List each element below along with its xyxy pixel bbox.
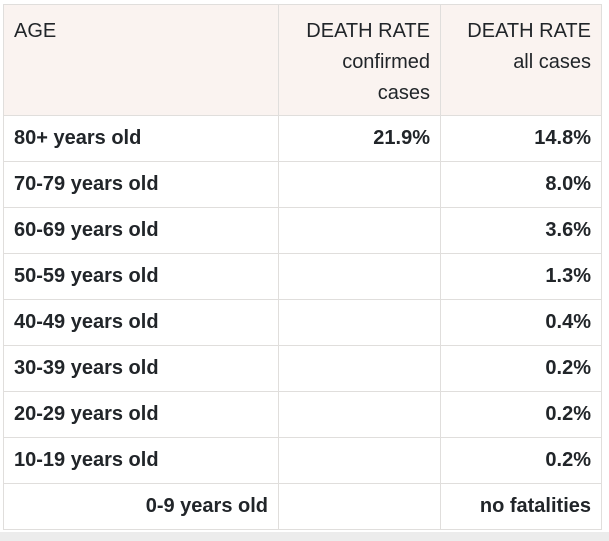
- table-row-30-39: 30-39 years old 0.2%: [3, 345, 602, 392]
- death-rate-all-cell: 0.2%: [440, 437, 602, 484]
- column-header-age: AGE: [3, 4, 279, 116]
- table-body: 80+ years old 21.9% 14.8% 70-79 years ol…: [3, 115, 602, 530]
- table-header: AGE DEATH RATE confirmed cases DEATH RAT…: [3, 4, 602, 116]
- death-rate-all-cell: 14.8%: [440, 115, 602, 162]
- death-rate-all-cell: 0.2%: [440, 345, 602, 392]
- death-rate-all-cell: 8.0%: [440, 161, 602, 208]
- column-header-subtitle-line2: cases: [377, 82, 430, 104]
- column-header-title: DEATH RATE: [306, 20, 430, 42]
- age-cell: 40-49 years old: [3, 299, 279, 346]
- age-cell: 10-19 years old: [3, 437, 279, 484]
- age-cell: 60-69 years old: [3, 207, 279, 254]
- table-row-20-29: 20-29 years old 0.2%: [3, 391, 602, 438]
- table-row-0-9: 0-9 years old no fatalities: [3, 483, 602, 530]
- age-cell: 80+ years old: [3, 115, 279, 162]
- age-cell: 70-79 years old: [3, 161, 279, 208]
- death-rate-all-cell: no fatalities: [440, 483, 602, 530]
- death-rate-confirmed-cell: [278, 299, 441, 346]
- column-header-death-rate-confirmed: DEATH RATE confirmed cases: [278, 4, 441, 116]
- death-rate-confirmed-cell: [278, 391, 441, 438]
- death-rate-confirmed-cell: [278, 345, 441, 392]
- age-cell: 20-29 years old: [3, 391, 279, 438]
- death-rate-confirmed-cell: [278, 161, 441, 208]
- death-rate-confirmed-cell: [278, 207, 441, 254]
- table-row-70-79: 70-79 years old 8.0%: [3, 161, 602, 208]
- column-header-title: DEATH RATE: [467, 20, 591, 42]
- death-rate-confirmed-cell: [278, 253, 441, 300]
- death-rate-all-cell: 0.2%: [440, 391, 602, 438]
- column-header-age-label: AGE: [14, 20, 57, 42]
- death-rate-table-container: AGE DEATH RATE confirmed cases DEATH RAT…: [3, 4, 602, 530]
- death-rate-all-cell: 1.3%: [440, 253, 602, 300]
- age-cell: 30-39 years old: [3, 345, 279, 392]
- death-rate-confirmed-cell: [278, 483, 441, 530]
- death-rate-confirmed-cell: 21.9%: [278, 115, 441, 162]
- table-header-row: AGE DEATH RATE confirmed cases DEATH RAT…: [3, 4, 602, 116]
- page-background-strip: [0, 532, 609, 541]
- column-header-subtitle-line1: confirmed: [342, 51, 430, 73]
- age-cell: 50-59 years old: [3, 253, 279, 300]
- table-row-80plus: 80+ years old 21.9% 14.8%: [3, 115, 602, 162]
- table-row-10-19: 10-19 years old 0.2%: [3, 437, 602, 484]
- death-rate-confirmed-cell: [278, 437, 441, 484]
- column-header-death-rate-all: DEATH RATE all cases: [440, 4, 602, 116]
- table-row-40-49: 40-49 years old 0.4%: [3, 299, 602, 346]
- column-header-subtitle-line1: all cases: [513, 51, 591, 73]
- death-rate-all-cell: 3.6%: [440, 207, 602, 254]
- age-cell: 0-9 years old: [3, 483, 279, 530]
- table-row-60-69: 60-69 years old 3.6%: [3, 207, 602, 254]
- death-rate-all-cell: 0.4%: [440, 299, 602, 346]
- table-row-50-59: 50-59 years old 1.3%: [3, 253, 602, 300]
- death-rate-by-age-table: AGE DEATH RATE confirmed cases DEATH RAT…: [3, 4, 602, 530]
